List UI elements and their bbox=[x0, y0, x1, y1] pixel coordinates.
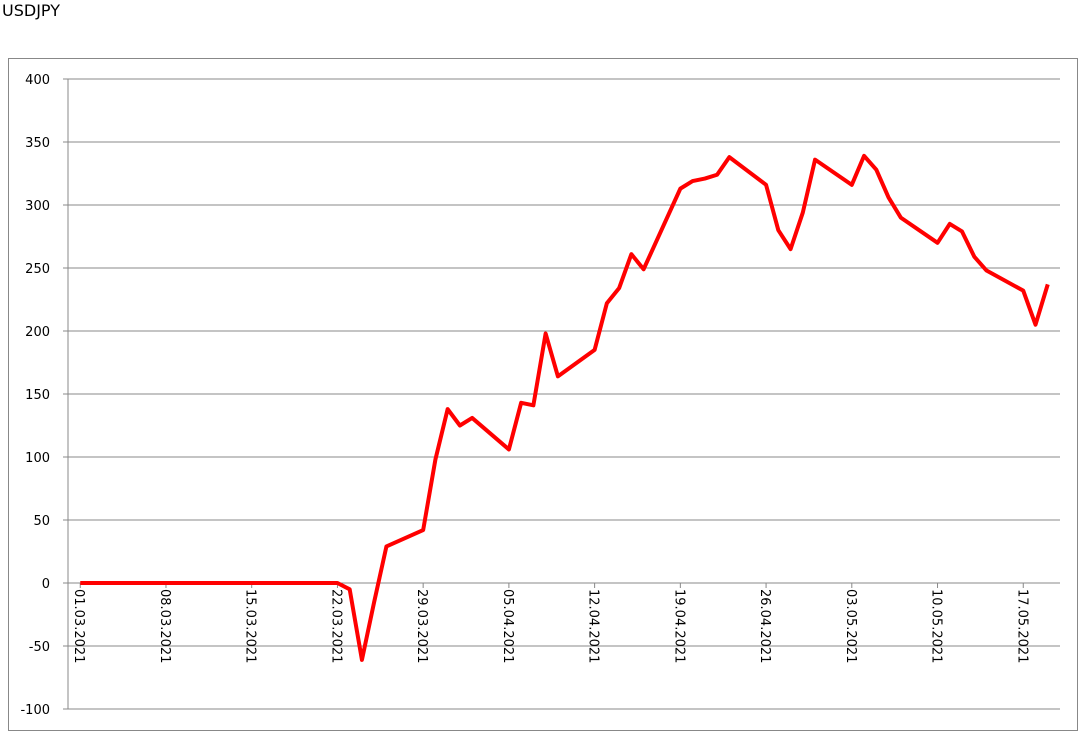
x-tick-label: 05.04.2021 bbox=[500, 589, 515, 663]
x-tick-label: 17.05.2021 bbox=[1014, 589, 1029, 663]
y-tick-label: 50 bbox=[33, 514, 50, 529]
y-tick-label: 0 bbox=[42, 577, 50, 592]
y-tick-label: 200 bbox=[25, 325, 50, 340]
x-tick-label: 12.04.2021 bbox=[586, 589, 601, 663]
y-tick-label: 100 bbox=[25, 451, 50, 466]
x-tick-label: 29.03.2021 bbox=[414, 589, 429, 663]
chart-border bbox=[8, 58, 1078, 731]
y-tick-label: 300 bbox=[25, 199, 50, 214]
x-tick-label: 19.04.2021 bbox=[671, 589, 686, 663]
x-tick-label: 26.04.2021 bbox=[757, 589, 772, 663]
x-tick-label: 22.03.2021 bbox=[328, 589, 343, 663]
y-tick-label: 150 bbox=[25, 388, 50, 403]
y-tick-label: 400 bbox=[25, 73, 50, 88]
y-tick-label: -100 bbox=[20, 703, 50, 718]
x-tick-label: 10.05.2021 bbox=[929, 589, 944, 663]
y-tick-label: 250 bbox=[25, 262, 50, 277]
x-tick-label: 15.03.2021 bbox=[243, 589, 258, 663]
chart-title: USDJPY bbox=[2, 1, 60, 20]
x-tick-label: 08.03.2021 bbox=[157, 589, 172, 663]
y-tick-label: -50 bbox=[29, 640, 50, 655]
x-tick-label: 01.03.2021 bbox=[71, 589, 86, 663]
x-tick-label: 03.05.2021 bbox=[843, 589, 858, 663]
y-tick-label: 350 bbox=[25, 136, 50, 151]
line-series bbox=[80, 153, 1050, 662]
